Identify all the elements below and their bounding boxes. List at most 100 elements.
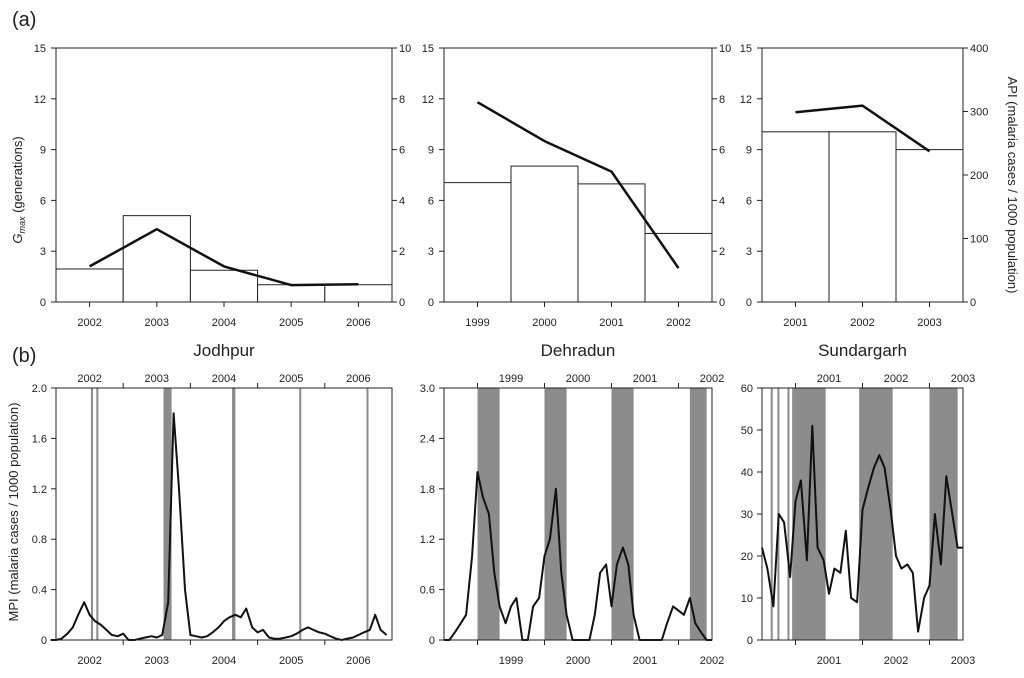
y-left-tick-label-12: 12 (422, 94, 434, 106)
y-right-tick-label-2: 2 (719, 246, 725, 258)
y-tick-label-60: 60 (741, 383, 753, 395)
api-bar-2004 (189, 269, 259, 303)
x-top-label-2002: 2002 (700, 373, 724, 385)
x-tick-label-2003: 2003 (145, 317, 169, 329)
y-left-tick-label-15: 15 (422, 43, 434, 55)
y-left-tick-label-0: 0 (40, 297, 46, 309)
panel-a-label: (a) (12, 9, 36, 31)
y-right-tick-label-400: 400 (970, 43, 988, 55)
y-right-tick-label-0: 0 (719, 297, 725, 309)
y-right-tick-label-0: 0 (970, 297, 976, 309)
panel-b-label: (b) (12, 345, 36, 367)
y-left-tick-label-6: 6 (40, 195, 46, 207)
transmission-band-1 (770, 388, 773, 640)
transmission-band-3 (787, 388, 790, 640)
api-bar-2006 (324, 284, 393, 303)
y-tick-label-0.8: 0.8 (32, 534, 47, 546)
x-top-label-2002: 2002 (884, 373, 908, 385)
y-tick-label-0: 0 (41, 635, 47, 647)
transmission-band-2 (544, 388, 567, 640)
transmission-band-4 (689, 388, 707, 640)
api-bar-2005 (257, 284, 326, 303)
api-bar-1999 (443, 182, 512, 303)
x-bottom-label-2002: 2002 (884, 655, 908, 667)
x-bottom-label-2001: 2001 (633, 655, 657, 667)
transmission-band-3 (163, 388, 172, 640)
y-left-tick-label-3: 3 (428, 246, 434, 258)
gmax-axis-label: Gmax (generations) (10, 136, 27, 243)
y-left-tick-label-3: 3 (40, 246, 46, 258)
y-right-tick-label-8: 8 (719, 94, 725, 106)
panel-a-sundargarh: 2001 2002 2003 0 3 6 9 12 15 0 100 200 300 400 (740, 43, 989, 329)
y-left-tick-label-15: 15 (34, 43, 46, 55)
plot-frame (55, 47, 393, 303)
y-tick-label-50: 50 (741, 425, 753, 437)
x-tick-label-2002: 2002 (850, 317, 874, 329)
transmission-band-5 (299, 388, 302, 640)
x-tick-label-2004: 2004 (212, 317, 236, 329)
y-right-tick-label-2: 2 (399, 246, 405, 258)
panel-a-dehradun: 1999 2000 2001 2002 0 3 6 9 12 15 0 2 4 6 8 10 (422, 43, 732, 329)
y-tick-label-2.4: 2.4 (420, 433, 435, 445)
x-bottom-label-1999: 1999 (499, 655, 523, 667)
x-top-label-2006: 2006 (346, 373, 370, 385)
transmission-band-4 (232, 388, 236, 640)
y-left-tick-label-0: 0 (428, 297, 434, 309)
transmission-band-1 (90, 388, 93, 640)
x-top-label-2003: 2003 (951, 373, 975, 385)
x-bottom-label-2000: 2000 (566, 655, 590, 667)
y-tick-label-3.0: 3.0 (420, 383, 435, 395)
y-left-tick-label-9: 9 (428, 145, 434, 157)
x-top-label-2005: 2005 (279, 373, 303, 385)
plot-frame (55, 387, 393, 641)
y-tick-label-2.0: 2.0 (32, 383, 47, 395)
y-right-tick-label-10: 10 (399, 43, 411, 55)
x-tick-label-2006: 2006 (346, 317, 370, 329)
api-bar-2000 (510, 165, 579, 303)
x-bottom-label-2001: 2001 (817, 655, 841, 667)
y-tick-label-1.8: 1.8 (420, 484, 435, 496)
y-tick-label-1.2: 1.2 (420, 534, 435, 546)
x-bottom-label-2005: 2005 (279, 655, 303, 667)
y-left-tick-label-9: 9 (746, 145, 752, 157)
y-tick-label-0.6: 0.6 (420, 585, 435, 597)
y-tick-label-0: 0 (747, 635, 753, 647)
api-bar-2002 (55, 268, 124, 303)
y-tick-label-10: 10 (741, 593, 753, 605)
y-tick-label-1.2: 1.2 (32, 484, 47, 496)
x-bottom-label-2002: 2002 (700, 655, 724, 667)
plot-frame (443, 387, 713, 641)
y-left-tick-label-3: 3 (746, 246, 752, 258)
y-right-tick-label-6: 6 (399, 145, 405, 157)
y-right-tick-label-0: 0 (399, 297, 405, 309)
transmission-band-6 (366, 388, 369, 640)
y-left-tick-label-0: 0 (746, 297, 752, 309)
y-tick-label-1.6: 1.6 (32, 433, 47, 445)
transmission-band-2 (96, 388, 99, 640)
y-right-tick-label-8: 8 (399, 94, 405, 106)
x-bottom-label-2002: 2002 (77, 655, 101, 667)
y-right-tick-label-10: 10 (719, 43, 731, 55)
mpi-axis-label: MPI (malaria cases / 1000 population) (6, 403, 21, 622)
x-top-label-1999: 1999 (499, 373, 523, 385)
api-bar-2001 (577, 183, 646, 303)
mpi-line (50, 412, 388, 641)
x-tick-label-2000: 2000 (532, 317, 556, 329)
gmax-line (795, 104, 931, 153)
x-tick-label-2001: 2001 (783, 317, 807, 329)
x-top-label-2004: 2004 (212, 373, 236, 385)
x-tick-label-2003: 2003 (917, 317, 941, 329)
x-tick-label-2005: 2005 (279, 317, 303, 329)
x-tick-label-1999: 1999 (465, 317, 489, 329)
panel-title: Sundargarh (818, 341, 907, 360)
panel-title: Jodhpur (193, 341, 255, 360)
x-top-label-2000: 2000 (566, 373, 590, 385)
api-bar-2002 (828, 131, 897, 303)
panel-b-jodhpur: Jodhpur 0 0.4 0.8 1.2 1.6 2.0 2002 2002 2003 2003 2… (32, 341, 393, 667)
y-tick-label-0.4: 0.4 (32, 585, 47, 597)
api-bar-2003 (895, 149, 964, 303)
y-right-tick-label-4: 4 (399, 195, 405, 207)
y-left-tick-label-6: 6 (428, 195, 434, 207)
x-top-label-2002: 2002 (77, 373, 101, 385)
